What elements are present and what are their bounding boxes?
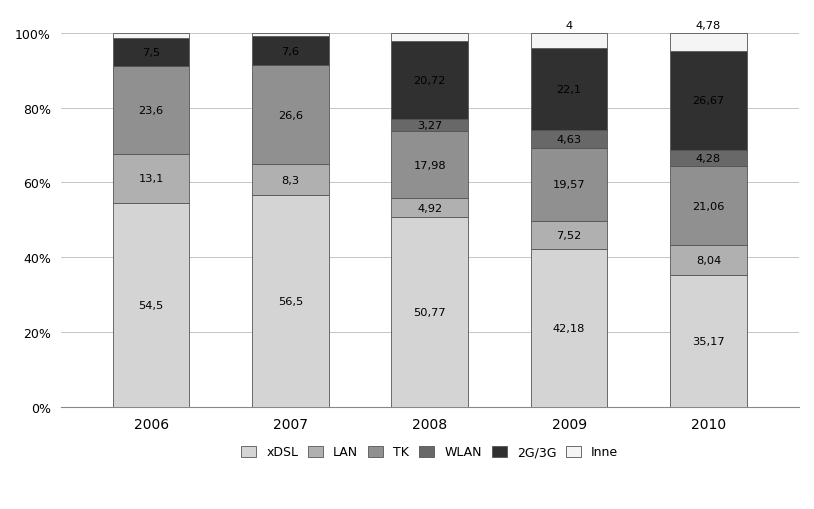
Bar <box>670 276 746 407</box>
Bar <box>113 39 190 67</box>
Bar <box>252 165 329 196</box>
Bar <box>252 196 329 407</box>
Text: 56,5: 56,5 <box>278 297 303 306</box>
Text: 20,72: 20,72 <box>414 76 446 86</box>
Text: 13,1: 13,1 <box>138 174 164 184</box>
Text: 19,57: 19,57 <box>553 180 585 190</box>
Text: 7,6: 7,6 <box>282 46 300 56</box>
Bar <box>392 120 468 132</box>
Bar <box>113 67 190 155</box>
Bar <box>252 34 329 37</box>
Text: 4,28: 4,28 <box>696 154 721 164</box>
Bar <box>113 204 190 407</box>
Text: 23,6: 23,6 <box>138 105 164 116</box>
Bar <box>670 51 746 151</box>
Text: 26,6: 26,6 <box>278 110 303 121</box>
Text: 4: 4 <box>566 21 573 31</box>
Text: 42,18: 42,18 <box>553 323 585 333</box>
Bar <box>392 199 468 217</box>
Bar <box>252 66 329 165</box>
Text: 3,27: 3,27 <box>417 121 443 131</box>
Text: 7,5: 7,5 <box>142 47 160 58</box>
Bar <box>113 34 190 39</box>
Bar <box>670 34 746 51</box>
Text: 7,52: 7,52 <box>557 231 582 240</box>
Bar <box>531 131 607 149</box>
Text: 4,63: 4,63 <box>557 135 582 145</box>
Text: 4,92: 4,92 <box>418 203 442 213</box>
Text: 21,06: 21,06 <box>692 202 724 211</box>
Bar <box>113 155 190 204</box>
Bar <box>392 132 468 199</box>
Bar <box>392 42 468 120</box>
Text: 35,17: 35,17 <box>692 336 724 346</box>
Bar <box>392 34 468 42</box>
Bar <box>392 217 468 407</box>
Bar <box>252 37 329 66</box>
Bar <box>531 48 607 131</box>
Text: 22,1: 22,1 <box>557 85 582 95</box>
Bar <box>670 151 746 167</box>
Bar <box>531 34 607 48</box>
Bar <box>531 149 607 221</box>
Bar <box>670 246 746 276</box>
Legend: xDSL, LAN, TK, WLAN, 2G/3G, Inne: xDSL, LAN, TK, WLAN, 2G/3G, Inne <box>236 441 624 464</box>
Text: 26,67: 26,67 <box>693 96 724 106</box>
Text: 8,04: 8,04 <box>696 256 721 266</box>
Text: 50,77: 50,77 <box>414 307 446 317</box>
Bar <box>670 167 746 246</box>
Bar <box>531 249 607 407</box>
Bar <box>531 221 607 249</box>
Text: 4,78: 4,78 <box>696 21 721 31</box>
Text: 54,5: 54,5 <box>138 300 164 310</box>
Text: 17,98: 17,98 <box>414 160 446 171</box>
Text: 8,3: 8,3 <box>282 176 300 186</box>
